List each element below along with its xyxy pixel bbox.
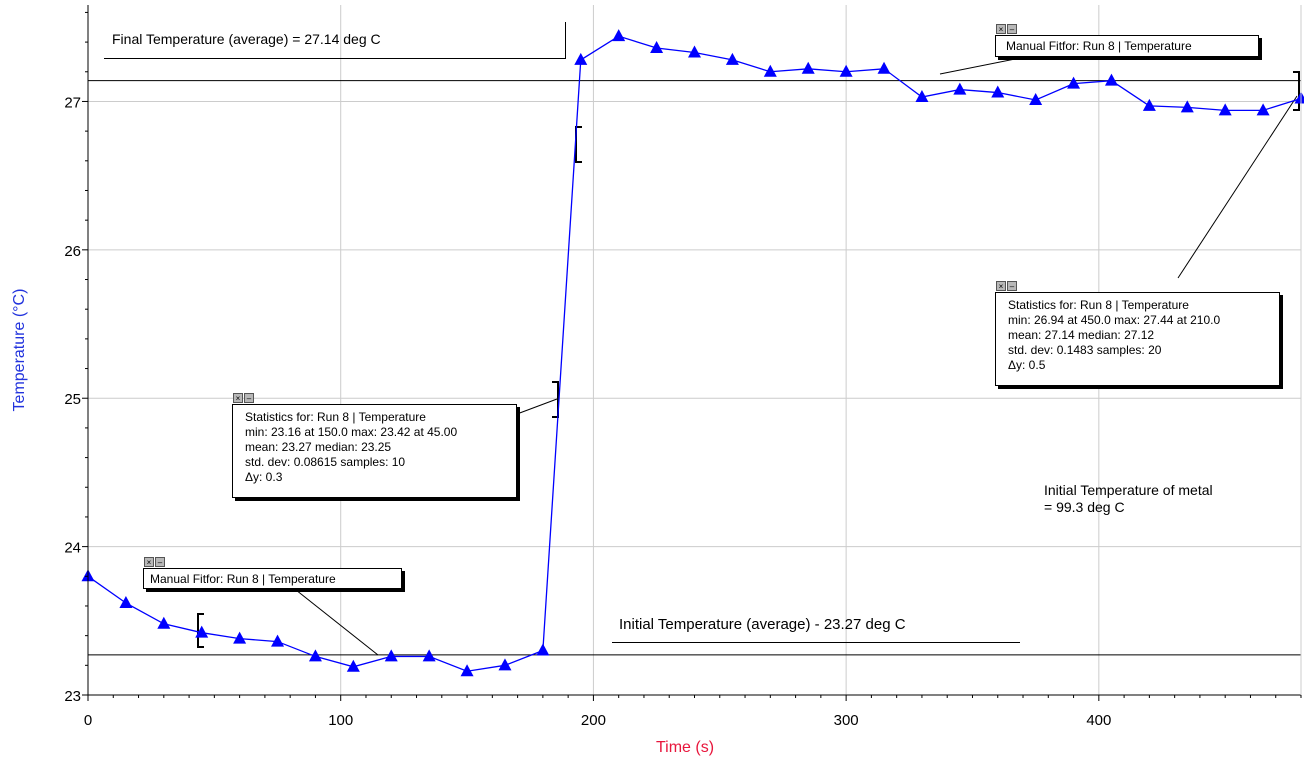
connector-line: [295, 589, 379, 656]
range-bracket: [552, 381, 559, 418]
stats-min-max: min: 23.16 at 150.0 max: 23.42 at 45.00: [245, 425, 458, 439]
data-point-marker: [1067, 76, 1081, 89]
data-point-marker: [195, 625, 209, 638]
data-point-marker: [233, 631, 247, 644]
manual-fit-label: Manual Fitfor: Run 8 | Temperature: [1006, 39, 1192, 53]
range-bracket: [197, 613, 204, 648]
range-bracket: [575, 126, 582, 163]
data-point-marker: [915, 90, 929, 102]
stats-title: Statistics for: Run 8 | Temperature: [1008, 298, 1189, 312]
y-tick-label: 27: [64, 94, 81, 111]
data-point-marker: [271, 634, 285, 647]
data-point-marker: [119, 596, 133, 608]
minimize-icon[interactable]: –: [1007, 24, 1017, 34]
y-tick-label: 23: [64, 688, 81, 705]
data-point-marker: [157, 616, 171, 629]
data-point-marker: [422, 649, 436, 662]
stats-std-samples: std. dev: 0.08615 samples: 10: [245, 455, 406, 469]
data-point-marker: [384, 649, 398, 662]
data-point-marker: [991, 85, 1005, 98]
data-point-marker: [460, 664, 474, 677]
temperature-series: [81, 29, 1304, 677]
close-icon[interactable]: ×: [996, 281, 1006, 291]
stats-title: Statistics for: Run 8 | Temperature: [245, 410, 426, 424]
x-tick-label: 100: [328, 712, 353, 729]
y-tick-label: 26: [64, 243, 81, 260]
stats-mean-median: mean: 27.14 median: 27.12: [1008, 328, 1155, 342]
y-axis-label: Temperature (°C): [11, 289, 28, 412]
box-controls: × –: [144, 557, 165, 567]
statistics-box-right[interactable]: × – Statistics for: Run 8 | Temperature …: [995, 281, 1280, 386]
close-icon[interactable]: ×: [233, 393, 243, 403]
x-tick-label: 400: [1086, 712, 1111, 729]
stats-mean-median: mean: 23.27 median: 23.25: [245, 440, 392, 454]
connector-line: [516, 398, 558, 415]
data-point-marker: [688, 45, 701, 58]
x-tick-label: 0: [84, 712, 92, 729]
tick-labels: 0 100 200 300 400 23 24 25 26 27: [64, 94, 1111, 729]
stats-min-max: min: 26.94 at 450.0 max: 27.44 at 210.0: [1008, 313, 1221, 327]
final-temperature-text: Final Temperature (average) = 27.14 deg …: [112, 31, 381, 47]
initial-metal-text-line1: Initial Temperature of metal: [1044, 482, 1213, 498]
data-point-marker: [1294, 91, 1304, 104]
stats-delta-y: Δy: 0.5: [1008, 358, 1046, 372]
data-point-marker: [308, 649, 322, 662]
x-axis-label: Time (s): [656, 739, 714, 756]
close-icon[interactable]: ×: [144, 557, 154, 567]
data-point-marker: [953, 82, 967, 95]
manual-fit-box-bottom[interactable]: × – Manual Fitfor: Run 8 | Temperature: [143, 557, 402, 589]
connector-line: [939, 56, 1026, 75]
stats-delta-y: Δy: 0.3: [245, 470, 283, 484]
stats-std-samples: std. dev: 0.1483 samples: 20: [1008, 343, 1162, 357]
manual-fit-box-top[interactable]: × – Manual Fitfor: Run 8 | Temperature: [995, 24, 1259, 57]
initial-temperature-label: Initial Temperature (average) - 23.27 de…: [612, 612, 1020, 643]
box-controls: × –: [996, 281, 1017, 291]
initial-temperature-text: Initial Temperature (average) - 23.27 de…: [619, 616, 906, 633]
data-point-marker: [612, 29, 626, 42]
data-point-marker: [1180, 100, 1194, 113]
data-point-marker: [1218, 103, 1232, 116]
data-point-marker: [1256, 103, 1270, 116]
data-point-marker: [1029, 92, 1043, 105]
y-tick-label: 24: [64, 540, 81, 557]
data-point-marker: [498, 658, 512, 671]
data-point-marker: [346, 659, 360, 672]
connector-line: [1177, 95, 1298, 279]
data-point-marker: [877, 61, 891, 74]
box-controls: × –: [233, 393, 254, 403]
final-temperature-label: Final Temperature (average) = 27.14 deg …: [104, 22, 566, 59]
box-controls: × –: [996, 24, 1017, 34]
data-point-marker: [801, 61, 815, 74]
gridlines: [88, 5, 1301, 695]
minimize-icon[interactable]: –: [155, 557, 165, 567]
axes: [82, 5, 1302, 701]
reference-lines: [88, 80, 1301, 656]
x-tick-label: 300: [834, 712, 859, 729]
data-point-marker: [1142, 98, 1156, 111]
data-point-marker: [650, 41, 664, 54]
initial-metal-text-line2: = 99.3 deg C: [1044, 499, 1125, 515]
annotation-connectors: [295, 56, 1298, 656]
y-tick-label: 25: [64, 391, 81, 408]
data-point-marker: [574, 52, 588, 65]
data-point-marker: [839, 64, 853, 77]
data-point-marker: [1104, 73, 1118, 86]
manual-fit-label: Manual Fitfor: Run 8 | Temperature: [150, 572, 336, 586]
data-point-marker: [763, 64, 777, 77]
statistics-box-left[interactable]: × – Statistics for: Run 8 | Temperature …: [232, 393, 517, 498]
minimize-icon[interactable]: –: [244, 393, 254, 403]
range-bracket: [1293, 71, 1300, 111]
data-point-marker: [725, 52, 739, 65]
minimize-icon[interactable]: –: [1007, 281, 1017, 291]
x-tick-label: 200: [581, 712, 606, 729]
close-icon[interactable]: ×: [996, 24, 1006, 34]
data-point-marker: [536, 643, 550, 656]
